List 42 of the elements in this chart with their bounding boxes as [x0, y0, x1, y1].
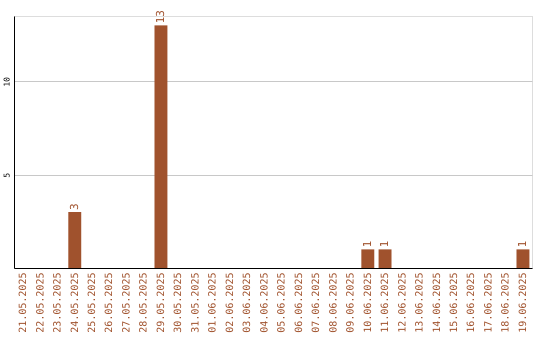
x-tick-label: 17.06.2025 [483, 272, 494, 333]
bar [378, 249, 392, 268]
x-tick-label: 31.05.2025 [190, 272, 202, 333]
x-tick-label: 04.06.2025 [259, 272, 270, 333]
bar [154, 25, 168, 268]
x-tick-label: 24.05.2025 [70, 272, 81, 333]
x-tick-label: 18.06.2025 [500, 272, 512, 333]
data-label: 1 [360, 240, 374, 248]
x-tick-label: 11.06.2025 [380, 272, 392, 333]
x-tick-label: 25.05.2025 [87, 272, 98, 333]
data-label: 1 [516, 240, 529, 248]
bar [361, 249, 374, 268]
x-tick-label: 16.06.2025 [466, 272, 478, 333]
x-tick-label: 05.06.2025 [276, 272, 288, 333]
x-tick-label: 23.05.2025 [52, 272, 64, 333]
x-tick-label: 29.05.2025 [156, 272, 167, 333]
y-tick-label: 5 [2, 172, 12, 178]
data-label: 13 [154, 10, 167, 24]
x-tick-label: 14.06.2025 [432, 272, 443, 333]
bar [516, 249, 530, 268]
x-tick-label: 09.06.2025 [346, 272, 357, 333]
x-tick-label: 15.06.2025 [449, 272, 460, 333]
x-tick-label: 01.06.2025 [208, 272, 219, 333]
x-tick-label: 27.05.2025 [121, 272, 132, 333]
data-label: 3 [68, 203, 81, 210]
x-tick-label: 21.05.2025 [18, 272, 30, 333]
x-tick-label: 10.06.2025 [362, 272, 374, 333]
x-tick-label: 07.06.2025 [311, 272, 322, 333]
x-tick-label: 12.06.2025 [397, 272, 408, 333]
x-tick-label: 28.05.2025 [138, 272, 150, 333]
y-tick-label: 10 [2, 76, 12, 87]
x-tick-label: 22.05.2025 [35, 272, 46, 333]
x-tick-label: 08.06.2025 [328, 272, 340, 333]
x-tick-label: 03.06.2025 [242, 272, 254, 333]
bar [68, 212, 82, 268]
x-tick-label: 30.05.2025 [173, 272, 184, 333]
x-tick-label: 19.06.2025 [518, 272, 529, 333]
x-tick-label: 13.06.2025 [414, 272, 426, 333]
x-tick-label: 02.06.2025 [224, 272, 236, 333]
x-tick-label: 06.06.2025 [294, 272, 305, 333]
x-tick-label: 26.05.2025 [104, 272, 116, 333]
data-label: 1 [378, 240, 392, 248]
